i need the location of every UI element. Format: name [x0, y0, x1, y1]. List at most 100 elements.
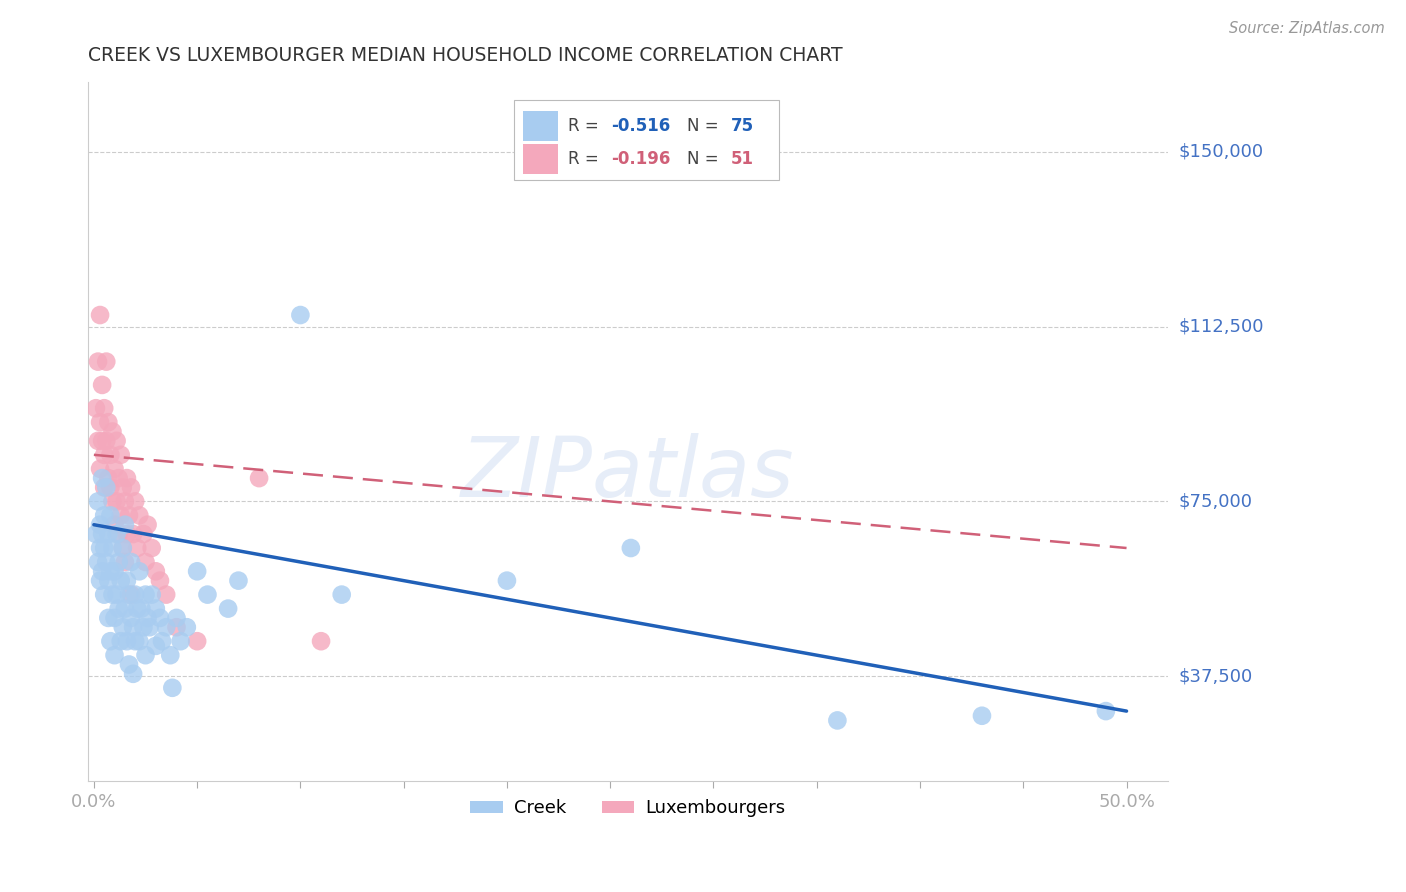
Point [89, 541, 111, 555]
Point [103, 648, 125, 663]
Point [115, 574, 138, 588]
Point [100, 480, 122, 494]
Point [103, 564, 125, 578]
Legend: Creek, Luxembourgers: Creek, Luxembourgers [463, 792, 793, 824]
Point [120, 611, 142, 625]
Point [93, 401, 115, 416]
Point [84, 401, 107, 416]
Point [114, 494, 136, 508]
Point [93, 448, 115, 462]
Point [96, 480, 118, 494]
Point [107, 527, 129, 541]
Point [110, 448, 132, 462]
Point [186, 634, 208, 648]
Text: Source: ZipAtlas.com: Source: ZipAtlas.com [1229, 21, 1385, 36]
Point [1095, 704, 1118, 718]
Text: N =: N = [688, 150, 724, 168]
Point [114, 601, 136, 615]
Point [132, 527, 155, 541]
Point [155, 588, 177, 602]
Point [176, 620, 198, 634]
Text: R =: R = [568, 117, 605, 135]
Point [96, 354, 118, 368]
Point [138, 620, 160, 634]
Point [118, 588, 141, 602]
FancyBboxPatch shape [515, 100, 779, 180]
Point [217, 601, 239, 615]
Point [105, 588, 128, 602]
Point [97, 471, 120, 485]
Point [228, 574, 250, 588]
Point [87, 494, 110, 508]
Point [134, 555, 156, 569]
Text: $150,000: $150,000 [1180, 143, 1264, 161]
Point [827, 714, 849, 728]
Text: CREEK VS LUXEMBOURGER MEDIAN HOUSEHOLD INCOME CORRELATION CHART: CREEK VS LUXEMBOURGER MEDIAN HOUSEHOLD I… [87, 46, 842, 65]
Point [87, 434, 110, 448]
Point [105, 434, 128, 448]
Point [155, 620, 177, 634]
Point [149, 574, 172, 588]
Point [101, 541, 124, 555]
Point [103, 517, 125, 532]
Point [120, 555, 142, 569]
FancyBboxPatch shape [523, 111, 558, 142]
Point [87, 354, 110, 368]
Point [496, 574, 519, 588]
Point [115, 471, 138, 485]
Text: N =: N = [688, 117, 724, 135]
Point [141, 588, 163, 602]
Point [111, 620, 134, 634]
Point [159, 648, 181, 663]
Point [620, 541, 643, 555]
Text: ZIPatlas: ZIPatlas [461, 433, 794, 514]
Point [124, 634, 146, 648]
Point [134, 648, 156, 663]
Point [96, 555, 118, 569]
Text: -0.196: -0.196 [612, 150, 671, 168]
Point [122, 527, 145, 541]
Text: $112,500: $112,500 [1180, 318, 1264, 335]
Point [93, 480, 115, 494]
Point [97, 415, 120, 429]
Point [84, 527, 107, 541]
Point [100, 448, 122, 462]
Point [101, 425, 124, 439]
Point [111, 541, 134, 555]
Point [114, 517, 136, 532]
Point [105, 494, 128, 508]
Point [96, 434, 118, 448]
Text: 75: 75 [730, 117, 754, 135]
Point [93, 588, 115, 602]
Point [107, 471, 129, 485]
Point [105, 527, 128, 541]
Point [93, 508, 115, 523]
Point [166, 620, 188, 634]
Point [91, 434, 114, 448]
Point [166, 611, 188, 625]
Point [136, 517, 159, 532]
Point [131, 601, 153, 615]
Point [118, 508, 141, 523]
Text: $37,500: $37,500 [1180, 667, 1253, 685]
Point [97, 527, 120, 541]
Text: 51: 51 [730, 150, 754, 168]
Point [89, 415, 111, 429]
Point [115, 634, 138, 648]
Point [89, 517, 111, 532]
Point [97, 611, 120, 625]
Point [145, 601, 167, 615]
Text: -0.516: -0.516 [612, 117, 671, 135]
Point [100, 508, 122, 523]
Point [162, 681, 184, 695]
Point [128, 508, 150, 523]
FancyBboxPatch shape [523, 144, 558, 174]
Point [87, 555, 110, 569]
Point [91, 471, 114, 485]
Point [91, 527, 114, 541]
Point [127, 601, 149, 615]
Point [122, 620, 145, 634]
Point [149, 611, 172, 625]
Point [136, 611, 159, 625]
Point [150, 634, 173, 648]
